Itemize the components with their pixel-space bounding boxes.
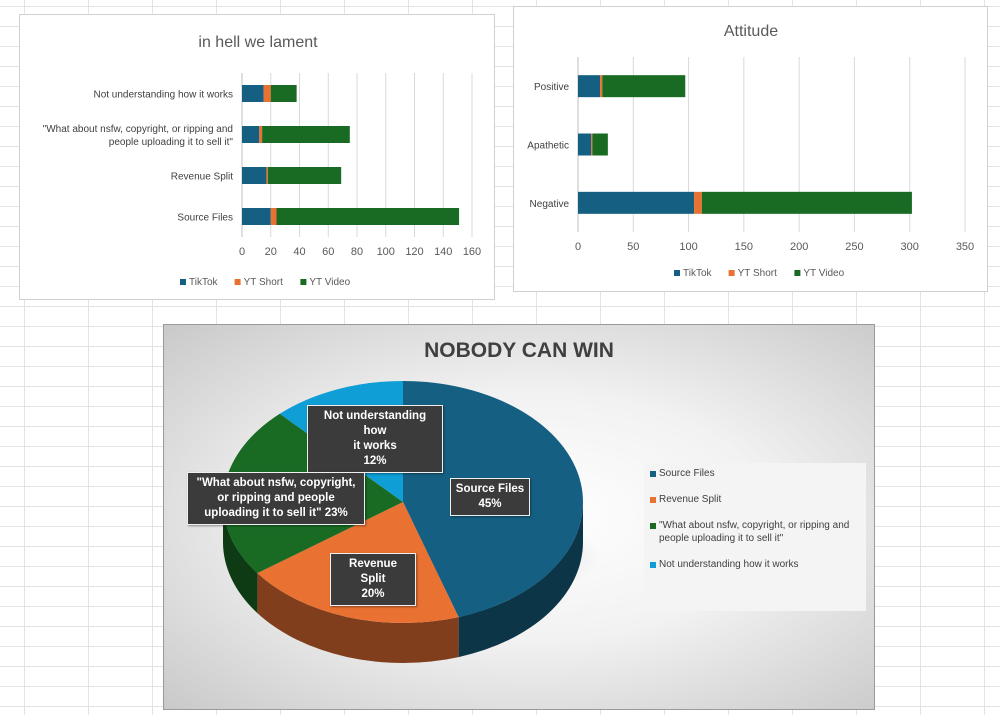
legend-label: TikTok (189, 277, 219, 288)
x-tick-label: 20 (265, 246, 277, 258)
callout-line: or ripping and people (217, 492, 335, 504)
chart-title: in hell we lament (198, 34, 318, 51)
x-tick-label: 250 (845, 241, 863, 253)
y-category-label: people uploading it to sell it" (109, 137, 234, 148)
bar-segment (262, 126, 350, 143)
x-tick-label: 80 (351, 246, 363, 258)
bar-segment (270, 208, 277, 225)
callout-line: Source Files (455, 483, 525, 495)
x-tick-label: 0 (575, 241, 581, 253)
bar-segment (267, 167, 342, 184)
bar-segment (266, 167, 268, 184)
x-tick-label: 100 (679, 241, 697, 253)
callout-not-understanding: Not understanding how it works 12% (307, 405, 443, 473)
bar-segment (600, 75, 603, 98)
bar-segment (602, 75, 686, 98)
bar-segment (578, 191, 695, 214)
y-category-label: Source Files (177, 213, 233, 224)
pie-legend-label: people uploading it to sell it" (659, 533, 784, 544)
bar-chart-2-canvas: Attitude 0 50 100 150 200 250 300 350 Positive Apa… (527, 23, 974, 279)
chart-attitude[interactable]: Attitude 0 50 100 150 200 250 300 350 Positive Apa… (513, 6, 988, 292)
callout-line: it works (353, 440, 397, 452)
legend-swatch (674, 270, 680, 276)
bar-segment (578, 75, 601, 98)
legend-label: YT Short (244, 277, 283, 288)
legend-swatch (794, 270, 801, 276)
legend-swatch (300, 279, 307, 285)
bar-segment (270, 85, 297, 102)
x-tick-label: 150 (735, 241, 753, 253)
y-category-label: Negative (530, 199, 570, 210)
callout-nsfw: "What about nsfw, copyright, or ripping … (187, 472, 365, 525)
x-tick-label: 0 (239, 246, 245, 258)
y-category-label: Revenue Split (171, 172, 233, 183)
x-tick-label: 40 (293, 246, 305, 258)
y-category-label: "What about nsfw, copyright, or ripping … (43, 124, 233, 135)
pie-legend-label: Revenue Split (659, 494, 722, 505)
x-tick-label: 60 (322, 246, 334, 258)
legend-swatch (650, 497, 656, 503)
y-category-label: Apathetic (527, 141, 569, 152)
legend-label: YT Video (309, 277, 350, 288)
chart-nobody-can-win[interactable]: NOBODY CAN WIN Not understanding how it … (163, 324, 875, 710)
pie-legend-label: "What about nsfw, copyright, or ripping … (659, 520, 850, 531)
legend-swatch (180, 279, 186, 285)
bar-segment (591, 133, 593, 156)
x-tick-label: 50 (627, 241, 639, 253)
bar-chart-1-canvas: in hell we lament 0 20 40 60 80 100 120 140 160 No… (43, 34, 482, 288)
pie-slice-side (458, 502, 583, 658)
pie-legend-label: Not understanding how it works (659, 559, 799, 570)
pie-slice-side (257, 573, 459, 663)
callout-line: 12% (363, 455, 387, 467)
pie-legend-item-not-understanding[interactable]: Not understanding how it works (650, 558, 860, 571)
callout-revenue-split: Revenue Split 20% (330, 553, 416, 606)
pie-legend: Source Files Revenue Split "What about n… (644, 463, 866, 611)
bar-segment (276, 208, 460, 225)
chart-title: Attitude (724, 23, 778, 40)
callout-line: 45% (478, 498, 502, 510)
x-tick-label: 300 (901, 241, 919, 253)
chart-in-hell-we-lament[interactable]: in hell we lament 0 20 40 60 80 100 120 140 160 No… (19, 14, 495, 300)
bar-segment (263, 85, 271, 102)
x-tick-label: 100 (377, 246, 395, 258)
pie-legend-item-nsfw[interactable]: "What about nsfw, copyright, or ripping … (650, 519, 860, 545)
callout-line: uploading it to sell it" 23% (204, 507, 348, 519)
legend-swatch (650, 523, 656, 529)
bar-segment (578, 133, 592, 156)
legend-swatch (650, 562, 656, 568)
legend-label: YT Video (803, 268, 844, 279)
x-tick-label: 120 (405, 246, 423, 258)
legend-swatch (234, 279, 241, 285)
callout-line: Not understanding how (323, 410, 427, 437)
callout-line: 20% (361, 588, 385, 600)
pie-chart-title: NOBODY CAN WIN (424, 339, 614, 362)
x-tick-label: 200 (790, 241, 808, 253)
y-category-label: Positive (534, 82, 569, 93)
pie-legend-item-source-files[interactable]: Source Files (650, 467, 860, 480)
x-tick-label: 140 (434, 246, 452, 258)
legend-swatch (650, 471, 656, 477)
x-tick-label: 160 (463, 246, 481, 258)
y-category-label: Not understanding how it works (93, 90, 233, 101)
bar-segment (242, 85, 264, 102)
legend-swatch (728, 270, 735, 276)
legend-label: TikTok (683, 268, 713, 279)
callout-line: Revenue Split (349, 558, 397, 585)
pie-legend-label: Source Files (659, 468, 715, 479)
callout-source-files: Source Files 45% (450, 478, 530, 516)
bar-segment (592, 133, 608, 156)
bar-segment (242, 126, 260, 143)
pie-slice-side (223, 502, 258, 614)
x-tick-label: 350 (956, 241, 974, 253)
bar-segment (701, 191, 912, 214)
legend-label: YT Short (738, 268, 777, 279)
bar-segment (694, 191, 702, 214)
callout-line: "What about nsfw, copyright, (196, 477, 356, 489)
bar-segment (259, 126, 263, 143)
bar-segment (242, 167, 267, 184)
bar-segment (242, 208, 271, 225)
pie-legend-item-revenue-split[interactable]: Revenue Split (650, 493, 860, 506)
